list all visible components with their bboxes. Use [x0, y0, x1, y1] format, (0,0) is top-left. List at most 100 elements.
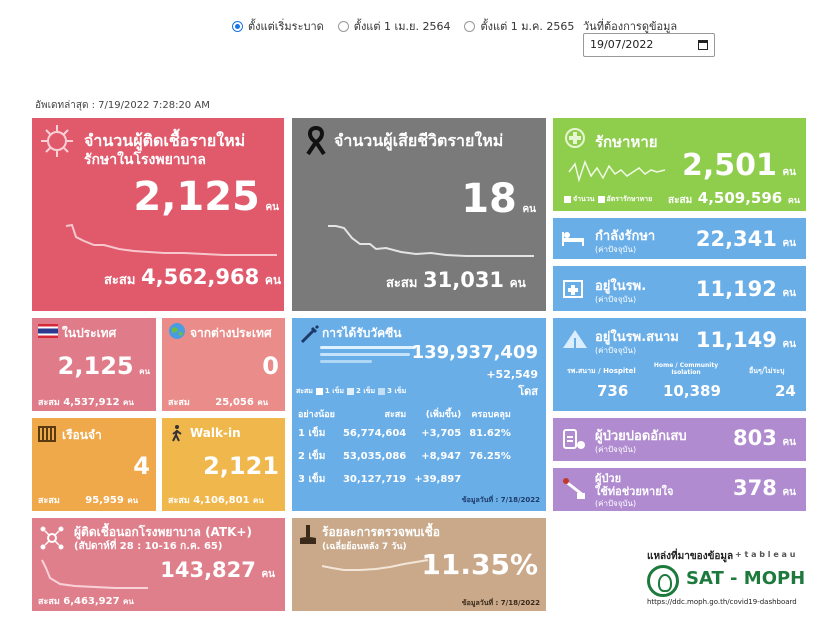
table-row: 3 เข็ม 30,127,719 +39,897 — [294, 468, 515, 491]
radio-label: ตั้งแต่ 1 เม.ย. 2564 — [353, 20, 451, 33]
source-org: SAT - MOPH — [686, 568, 806, 589]
legend-prefix: สะสม — [296, 387, 313, 395]
vaccine-table: อย่างน้อย สะสม (เพิ่มขึ้น) ครอบคลุม 1 เข… — [294, 406, 515, 491]
unit: คน — [127, 496, 139, 505]
date-input[interactable]: 19/07/2022 — [583, 33, 715, 57]
radio-since-outbreak[interactable]: ตั้งแต่เริ่มระบาด — [232, 17, 324, 35]
domestic-value: 2,125 — [57, 352, 134, 380]
walkin-cumulative: สะสม 4,106,801 คน — [168, 493, 264, 507]
tent-icon — [563, 330, 587, 348]
dose: 1 เข็ม — [298, 428, 326, 439]
radio-dot — [232, 20, 243, 32]
cum-label: สะสม — [168, 496, 190, 506]
syringe-icon — [300, 324, 320, 344]
pneumonia-sub: (ค่าปัจจุบัน) — [595, 445, 637, 454]
domestic-cumulative: สะสม 4,537,912 คน — [38, 395, 134, 409]
cum-label: สะสม — [168, 398, 190, 408]
recovered-card: รักษาหาย 2,501 คน จำนวน อัตรารักษาหาย สะส… — [553, 118, 806, 211]
field-hospital-title: อยู่ในรพ.สนาม — [595, 330, 679, 345]
legend-count: จำนวน — [573, 195, 595, 203]
radio-since-apr-2564[interactable]: ตั้งแต่ 1 เม.ย. 2564 — [337, 17, 451, 35]
radio-dot — [337, 20, 349, 32]
new-cases-cumulative: สะสม 4,562,968 คน — [104, 265, 281, 290]
medical-cross-icon — [565, 128, 585, 148]
in-hospital-title: อยู่ในรพ. — [595, 279, 647, 294]
legend-swatch — [315, 387, 323, 395]
legend-dose2: 2 เข็ม — [356, 387, 376, 395]
vaccine-legend: สะสม 1 เข็ม 2 เข็ม 3 เข็ม — [296, 386, 406, 397]
vaccine-bar-2 — [320, 353, 410, 356]
in-treatment-card: กำลังรักษา (ค่าปัจจุบัน) 22,341 คน — [553, 218, 806, 259]
source-label: แหล่งที่มาของข้อมูล — [647, 551, 734, 562]
hospitel-label: รพ.สนาม / Hospitel — [567, 367, 636, 375]
cum-value: 95,959 — [85, 495, 124, 506]
added: +39,897 — [414, 474, 462, 485]
cum-label: สะสม — [38, 496, 60, 506]
prison-value: 4 — [133, 452, 150, 480]
cum-value: 4,509,596 — [697, 189, 783, 207]
cumulative: 30,127,719 — [342, 474, 407, 485]
dose: 3 เข็ม — [298, 474, 326, 485]
lungs-icon — [563, 429, 585, 449]
legend-rate: อัตรารักษาหาย — [606, 195, 653, 203]
radio-since-jan-2565[interactable]: ตั้งแต่ 1 ม.ค. 2565 — [464, 17, 574, 35]
unit: คน — [782, 167, 796, 178]
new-cases-title: จำนวนผู้ติดเชื้อรายใหม่ — [84, 131, 246, 150]
recovered-sparkline — [568, 159, 666, 183]
black-ribbon-icon — [306, 126, 326, 156]
vaccine-as-of: ข้อมูลวันที่ : 7/18/2022 — [461, 496, 540, 504]
dose: 2 เข็ม — [298, 451, 326, 462]
abroad-cumulative: สะสม 25,056 คน — [168, 395, 268, 409]
unit: คน — [123, 597, 134, 606]
ventilator-icon — [563, 478, 585, 499]
atk-value-group: 143,827 คน — [160, 558, 275, 582]
header-added: (เพิ่มขึ้น) — [425, 410, 462, 420]
new-cases-subtitle: รักษาในโรงพยาบาล — [84, 152, 206, 168]
legend-swatch — [597, 195, 605, 203]
field-hospital-sub: (ค่าปัจจุบัน) — [595, 346, 637, 355]
unit: คน — [509, 276, 526, 290]
new-cases-value: 2,125 — [133, 174, 260, 220]
cum-label: สะสม — [38, 597, 60, 607]
date-value: 19/07/2022 — [590, 38, 654, 51]
abroad-card: จากต่างประเทศ 0 สะสม 25,056 คน — [162, 318, 285, 411]
header-coverage: ครอบคลุม — [471, 410, 511, 420]
in-treatment-value-group: 22,341 คน — [696, 227, 796, 251]
cum-label: สะสม — [38, 398, 60, 408]
atk-card: ผู้ติดเชื้อนอกโรงพยาบาล (ATK+) (สัปดาห์ท… — [32, 518, 285, 611]
prison-title: เรือนจำ — [62, 428, 102, 442]
new-cases-card: จำนวนผู้ติดเชื้อรายใหม่ รักษาในโรงพยาบาล… — [32, 118, 284, 311]
moph-logo-icon — [647, 565, 679, 597]
ventilator-title-1: ผู้ป่วย — [595, 472, 622, 485]
recovered-value: 2,501 — [681, 148, 777, 183]
source-url[interactable]: https://ddc.moph.go.th/covid19-dashboard — [647, 598, 797, 606]
unit: คน — [782, 288, 796, 299]
last-updated: อัพเดทล่าสุด : 7/19/2022 7:28:20 AM — [35, 100, 210, 111]
unit: คน — [123, 398, 134, 407]
radio-label: ตั้งแต่เริ่มระบาด — [248, 20, 324, 33]
hospitel-value: 736 — [597, 382, 629, 400]
pneumonia-value-group: 803 คน — [733, 426, 796, 450]
cum-value: 25,056 — [215, 397, 254, 408]
positivity-card: ร้อยละการตรวจพบเชื้อ (เฉลี่ยย้อนหลัง 7 ว… — [292, 518, 546, 611]
recovered-cumulative: สะสม 4,509,596 คน — [668, 188, 800, 208]
ventilator-card: ผู้ป่วย ใช้ท่อช่วยหายใจ (ค่าปัจจุบัน) 37… — [553, 468, 806, 511]
unit: คน — [265, 202, 279, 213]
domestic-card: ในประเทศ 2,125 คน สะสม 4,537,912 คน — [32, 318, 156, 411]
cum-label: สะสม — [104, 273, 136, 288]
unit: คน — [782, 437, 796, 448]
unit: คน — [261, 569, 275, 580]
virus-icon — [41, 125, 73, 157]
other-value: 24 — [775, 382, 796, 400]
cumulative: 53,035,086 — [342, 451, 407, 462]
calendar-icon[interactable] — [698, 40, 708, 50]
positivity-value: 11.35% — [421, 548, 538, 581]
walkin-value-group: 2,121 — [203, 452, 279, 480]
prison-card: เรือนจำ 4 สะสม 95,959 คน — [32, 418, 156, 511]
in-hospital-value: 11,192 — [695, 277, 777, 301]
recovered-legend: จำนวน อัตรารักษาหาย — [561, 194, 652, 205]
atk-week: (สัปดาห์ที่ 28 : 10-16 ก.ค. 65) — [74, 541, 223, 552]
radio-label: ตั้งแต่ 1 ม.ค. 2565 — [480, 20, 575, 33]
in-treatment-sub: (ค่าปัจจุบัน) — [595, 245, 637, 254]
thai-flag-icon — [38, 324, 58, 338]
